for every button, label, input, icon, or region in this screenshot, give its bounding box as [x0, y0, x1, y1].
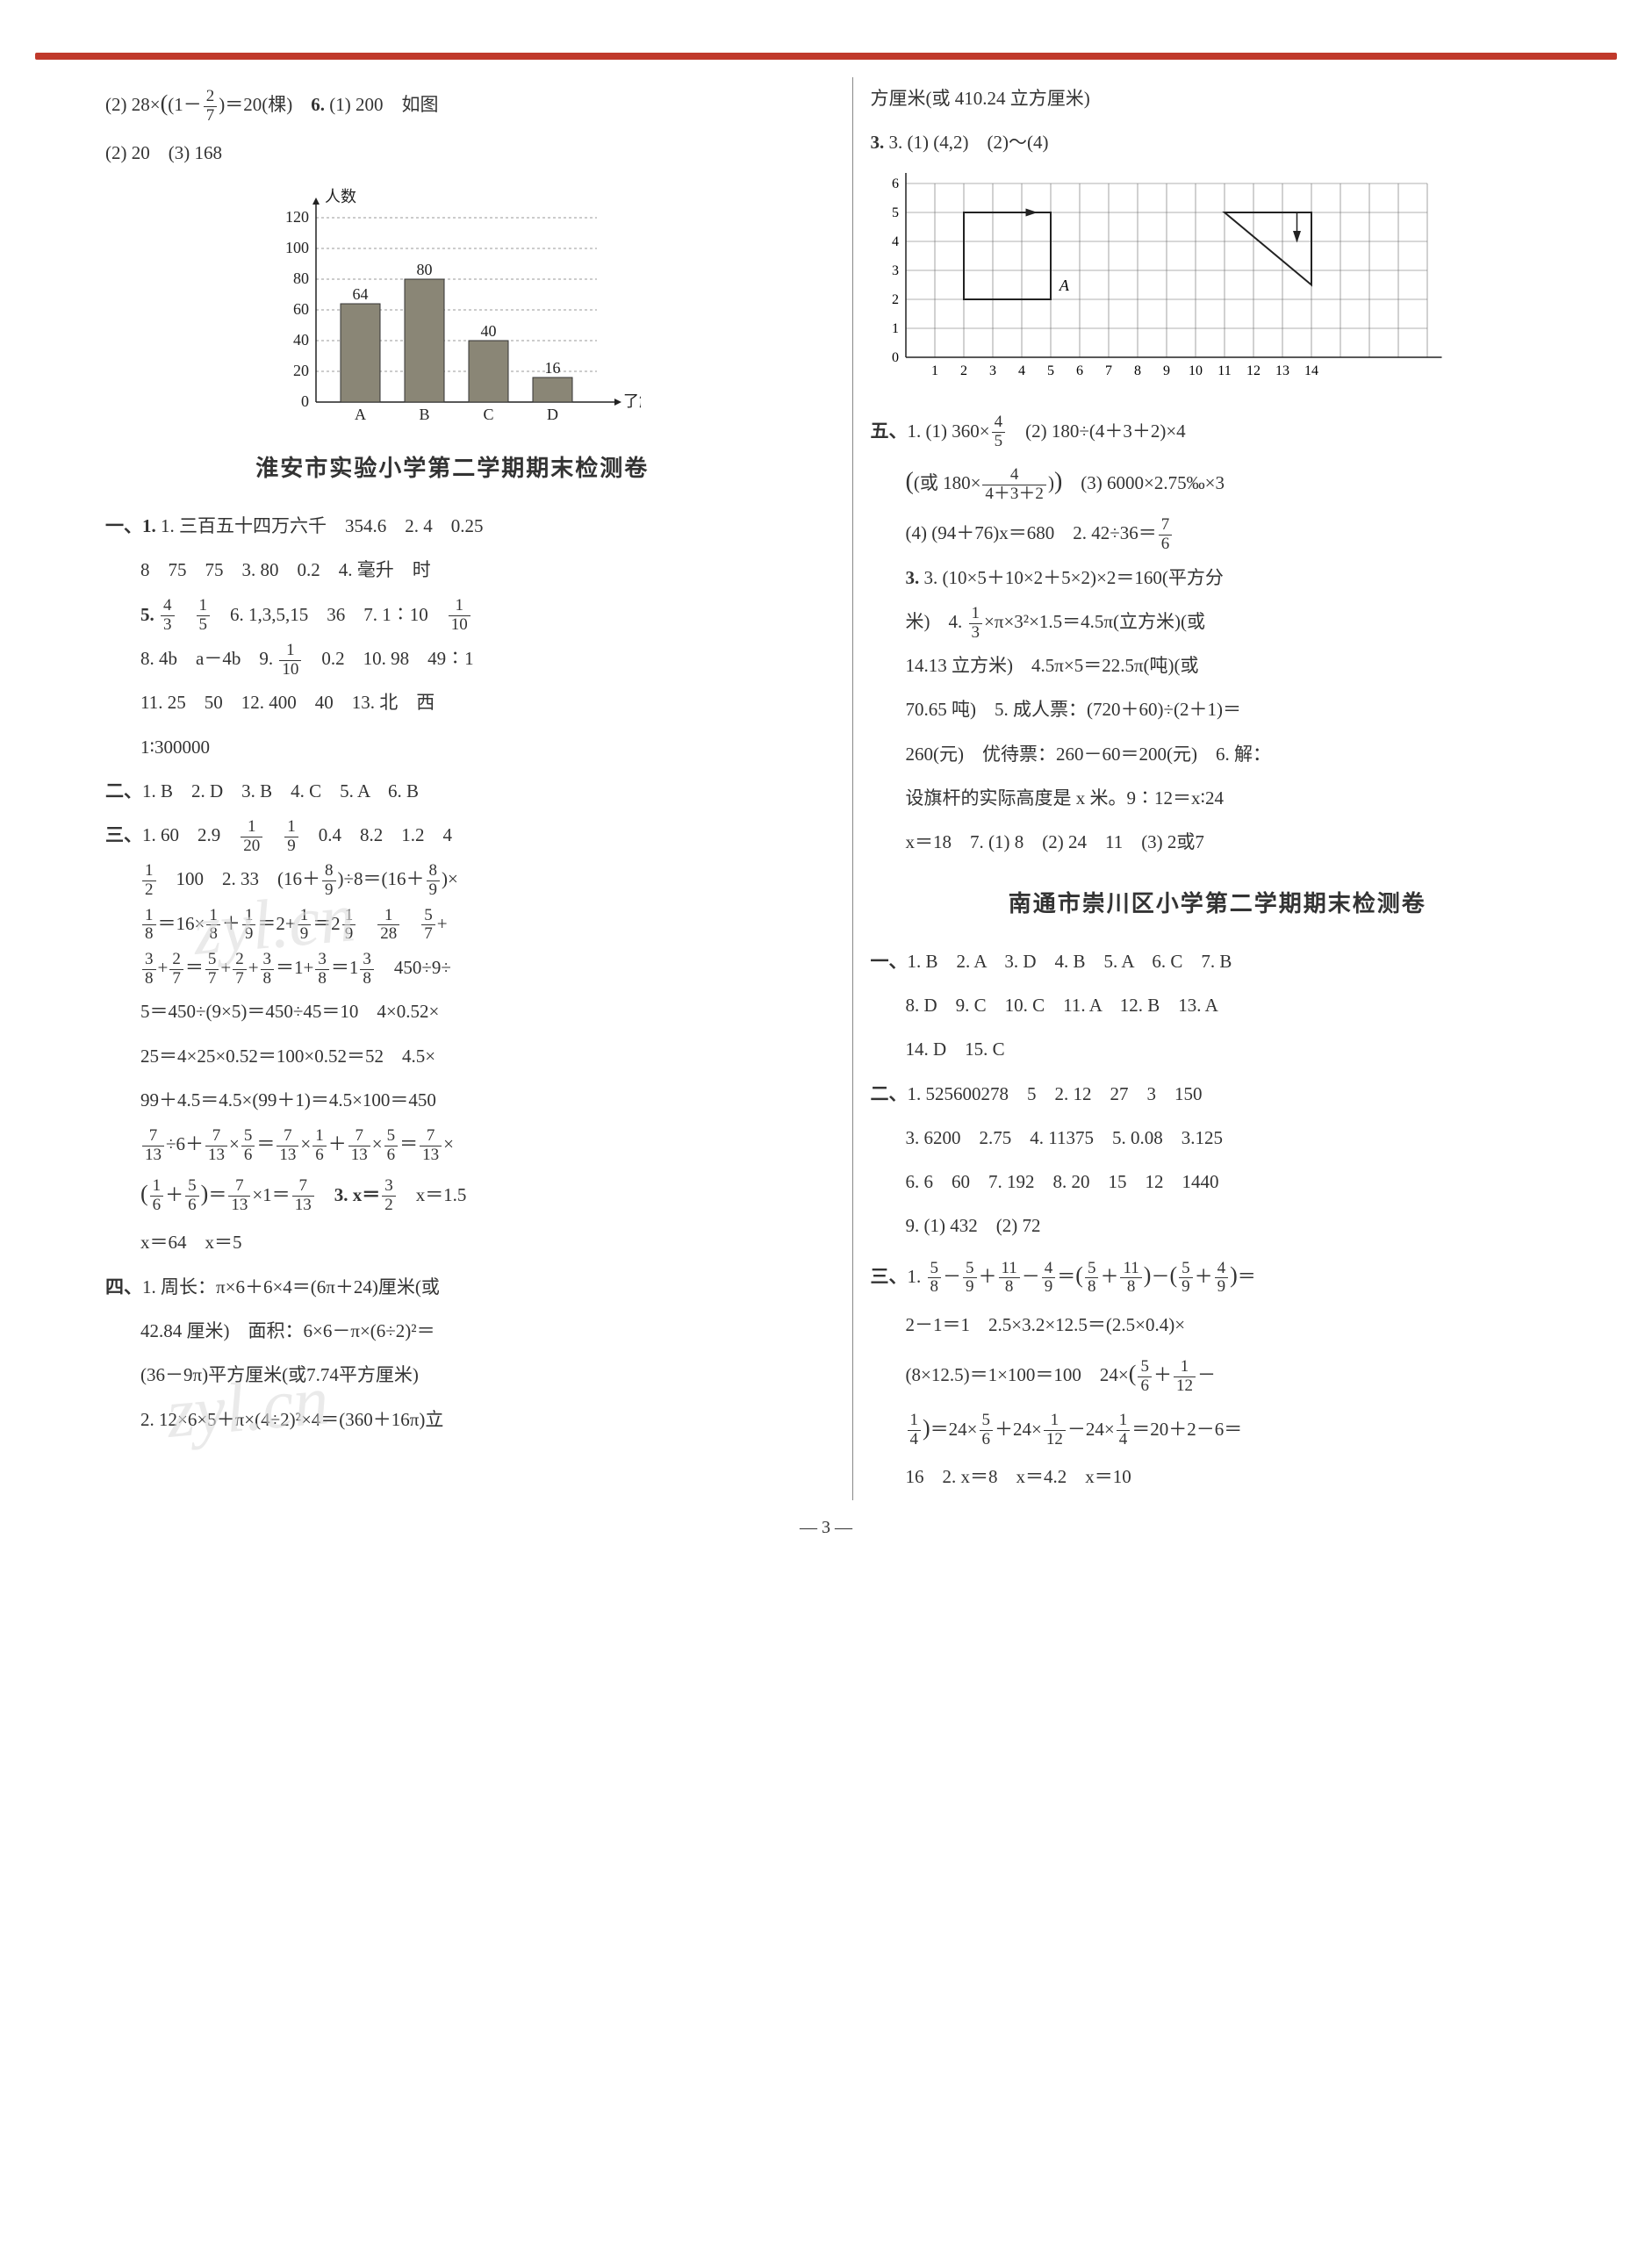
svg-text:2: 2 — [960, 363, 967, 378]
svg-text:8: 8 — [1134, 363, 1141, 378]
nantong-s3-l1: 三、1. 58－59＋118－49＝(58＋118)－(59＋49)＝ — [871, 1249, 1565, 1302]
svg-text:7: 7 — [1105, 363, 1112, 378]
svg-text:5: 5 — [1047, 363, 1054, 378]
svg-text:0: 0 — [301, 392, 309, 410]
huaian-s3-l7: 99＋4.5＝4.5×(99＋1)＝4.5×100＝450 — [105, 1079, 800, 1121]
svg-text:16: 16 — [545, 359, 561, 377]
svg-text:1: 1 — [892, 321, 899, 336]
svg-text:A: A — [355, 406, 366, 423]
huaian-s1-l4: 8. 4b a－4b 9. 110 0.2 10. 98 49∶1 — [105, 637, 800, 679]
top-red-bar — [35, 53, 1617, 60]
huaian-s3-l3: 18＝16×18＋19＝2+19＝219 128 57+ — [105, 902, 800, 945]
huaian-s1-l6: 1∶300000 — [105, 726, 800, 768]
nantong-title: 南通市崇川区小学第二学期期末检测卷 — [871, 886, 1565, 918]
svg-text:60: 60 — [293, 300, 309, 318]
s5-l4: 3. 3. (10×5＋10×2＋5×2)×2＝160(平方分 — [871, 557, 1565, 599]
huaian-s3-l9: (16＋56)＝713×1＝713 3. x＝32 x＝1.5 — [105, 1168, 800, 1220]
huaian-s4-l4: 2. 12×6×5＋π×(4÷2)²×4＝(360＋16π)立 — [105, 1398, 800, 1441]
bar-chart: 0 20 40 60 80 100 120 人数了解程度 64 A 80 B 40 C 16 D — [263, 183, 641, 428]
page-number: — 3 — — [35, 1518, 1617, 1538]
svg-text:13: 13 — [1275, 363, 1289, 378]
huaian-s1-l2: 8 75 75 3. 80 0.2 4. 毫升 时 — [105, 549, 800, 591]
svg-text:1: 1 — [931, 363, 938, 378]
svg-text:14: 14 — [1304, 363, 1318, 378]
huaian-s3-l1: 三、1. 60 2.9 120 19 0.4 8.2 1.2 4 — [105, 814, 800, 856]
huaian-s3-l6: 25＝4×25×0.52＝100×0.52＝52 4.5× — [105, 1035, 800, 1077]
huaian-s4-l3: (36－9π)平方厘米(或7.74平方厘米) — [105, 1354, 800, 1396]
svg-text:80: 80 — [293, 270, 309, 287]
nantong-s2-l2: 3. 6200 2.75 4. 11375 5. 0.08 3.125 — [871, 1117, 1565, 1159]
huaian-s4-l2: 42.84 厘米) 面积：6×6－π×(6÷2)²＝ — [105, 1310, 800, 1352]
nantong-s2-l4: 9. (1) 432 (2) 72 — [871, 1204, 1565, 1247]
svg-text:B: B — [420, 406, 430, 423]
nantong-s3-l3: (8×12.5)＝1×100＝100 24×(56＋112－ — [871, 1348, 1565, 1400]
svg-text:6: 6 — [892, 176, 899, 191]
svg-text:2: 2 — [892, 292, 899, 307]
nantong-s1-l3: 14. D 15. C — [871, 1028, 1565, 1070]
svg-text:10: 10 — [1189, 363, 1203, 378]
svg-text:3: 3 — [892, 263, 899, 278]
svg-text:40: 40 — [481, 322, 497, 340]
s5-l7: 70.65 吨) 5. 成人票：(720＋60)÷(2＋1)＝ — [871, 688, 1565, 730]
svg-text:64: 64 — [353, 285, 369, 303]
svg-text:0: 0 — [892, 350, 899, 365]
huaian-title: 淮安市实验小学第二学期期末检测卷 — [105, 450, 800, 483]
nantong-s2-l3: 6. 6 60 7. 192 8. 20 15 12 1440 — [871, 1161, 1565, 1203]
right-column: 方厘米(或 410.24 立方厘米) 3. 3. (1) (4,2) (2)～(… — [852, 77, 1618, 1500]
huaian-s3-l8: 713÷6＋713×56＝713×16＋713×56＝713× — [105, 1123, 800, 1165]
svg-text:人数: 人数 — [325, 188, 356, 205]
huaian-s1-l5: 11. 25 50 12. 400 40 13. 北 西 — [105, 681, 800, 723]
svg-text:4: 4 — [1018, 363, 1025, 378]
nantong-s3-l5: 16 2. x＝8 x＝4.2 x＝10 — [871, 1456, 1565, 1498]
right-top-l2: 3. 3. (1) (4,2) (2)～(4) — [871, 121, 1565, 163]
s5-l1: 五、1. (1) 360×45 (2) 180÷(4＋3＋2)×4 — [871, 410, 1565, 452]
svg-text:20: 20 — [293, 362, 309, 379]
svg-text:3: 3 — [989, 363, 996, 378]
top-line-1: (2) 28×((1－27)＝20(棵) 6. (1) 200 如图 — [105, 77, 800, 130]
grid-chart: 01234561234567891011121314A — [871, 173, 1485, 392]
nantong-s1-l1: 一、1. B 2. A 3. D 4. B 5. A 6. C 7. B — [871, 940, 1565, 982]
svg-text:了解程度: 了解程度 — [623, 392, 641, 410]
left-column: zyl.cn zyl.cn (2) 28×((1－27)＝20(棵) 6. (1… — [35, 77, 817, 1500]
svg-text:9: 9 — [1163, 363, 1170, 378]
s5-l2: ((或 180×44＋3＋2)) (3) 6000×2.75‰×3 — [871, 454, 1565, 510]
s5-l5: 米) 4. 13×π×3²×1.5＝4.5π(立方米)(或 — [871, 600, 1565, 643]
s5-l10: x＝18 7. (1) 8 (2) 24 11 (3) 2或7 — [871, 821, 1565, 863]
svg-text:120: 120 — [285, 208, 309, 226]
top-line-2: (2) 20 (3) 168 — [105, 132, 800, 174]
svg-text:4: 4 — [892, 234, 899, 249]
nantong-s3-l2: 2－1＝1 2.5×3.2×12.5＝(2.5×0.4)× — [871, 1304, 1565, 1346]
svg-text:100: 100 — [285, 239, 309, 256]
huaian-s3-l2: 12 100 2. 33 (16＋89)÷8＝(16＋89)× — [105, 858, 800, 900]
svg-text:C: C — [484, 406, 494, 423]
huaian-s3-l4: 38+27＝57+27+38＝1+38＝138 450÷9÷ — [105, 946, 800, 988]
right-top-l1: 方厘米(或 410.24 立方厘米) — [871, 77, 1565, 119]
huaian-s2: 二、1. B 2. D 3. B 4. C 5. A 6. B — [105, 770, 800, 812]
page-container: zyl.cn zyl.cn (2) 28×((1－27)＝20(棵) 6. (1… — [35, 77, 1617, 1500]
huaian-s4-l1: 四、1. 周长：π×6＋6×4＝(6π＋24)厘米(或 — [105, 1266, 800, 1308]
svg-text:80: 80 — [417, 261, 433, 278]
nantong-s1-l2: 8. D 9. C 10. C 11. A 12. B 13. A — [871, 984, 1565, 1026]
huaian-s3-l5: 5＝450÷(9×5)＝450÷45＝10 4×0.52× — [105, 990, 800, 1032]
s5-l6: 14.13 立方米) 4.5π×5＝22.5π(吨)(或 — [871, 644, 1565, 686]
nantong-s3-l4: 14)＝24×56＋24×112－24×14＝20＋2－6＝ — [871, 1402, 1565, 1455]
svg-text:40: 40 — [293, 331, 309, 349]
svg-text:D: D — [547, 406, 558, 423]
nantong-s2-l1: 二、1. 525600278 5 2. 12 27 3 150 — [871, 1073, 1565, 1115]
s5-l3: (4) (94＋76)x＝680 2. 42÷36＝76 — [871, 512, 1565, 554]
svg-text:12: 12 — [1246, 363, 1261, 378]
huaian-s3-l10: x＝64 x＝5 — [105, 1221, 800, 1263]
svg-text:11: 11 — [1217, 363, 1231, 378]
s5-l9: 设旗杆的实际高度是 x 米。9∶12＝x∶24 — [871, 777, 1565, 819]
huaian-s1-l3: 5. 43 15 6. 1,3,5,15 36 7. 1∶10 110 — [105, 593, 800, 636]
svg-text:6: 6 — [1076, 363, 1083, 378]
s5-l8: 260(元) 优待票：260－60＝200(元) 6. 解： — [871, 733, 1565, 775]
huaian-s1-l1: 一、1. 1. 三百五十四万六千 354.6 2. 4 0.25 — [105, 505, 800, 547]
svg-text:5: 5 — [892, 205, 899, 220]
svg-text:A: A — [1058, 277, 1069, 294]
